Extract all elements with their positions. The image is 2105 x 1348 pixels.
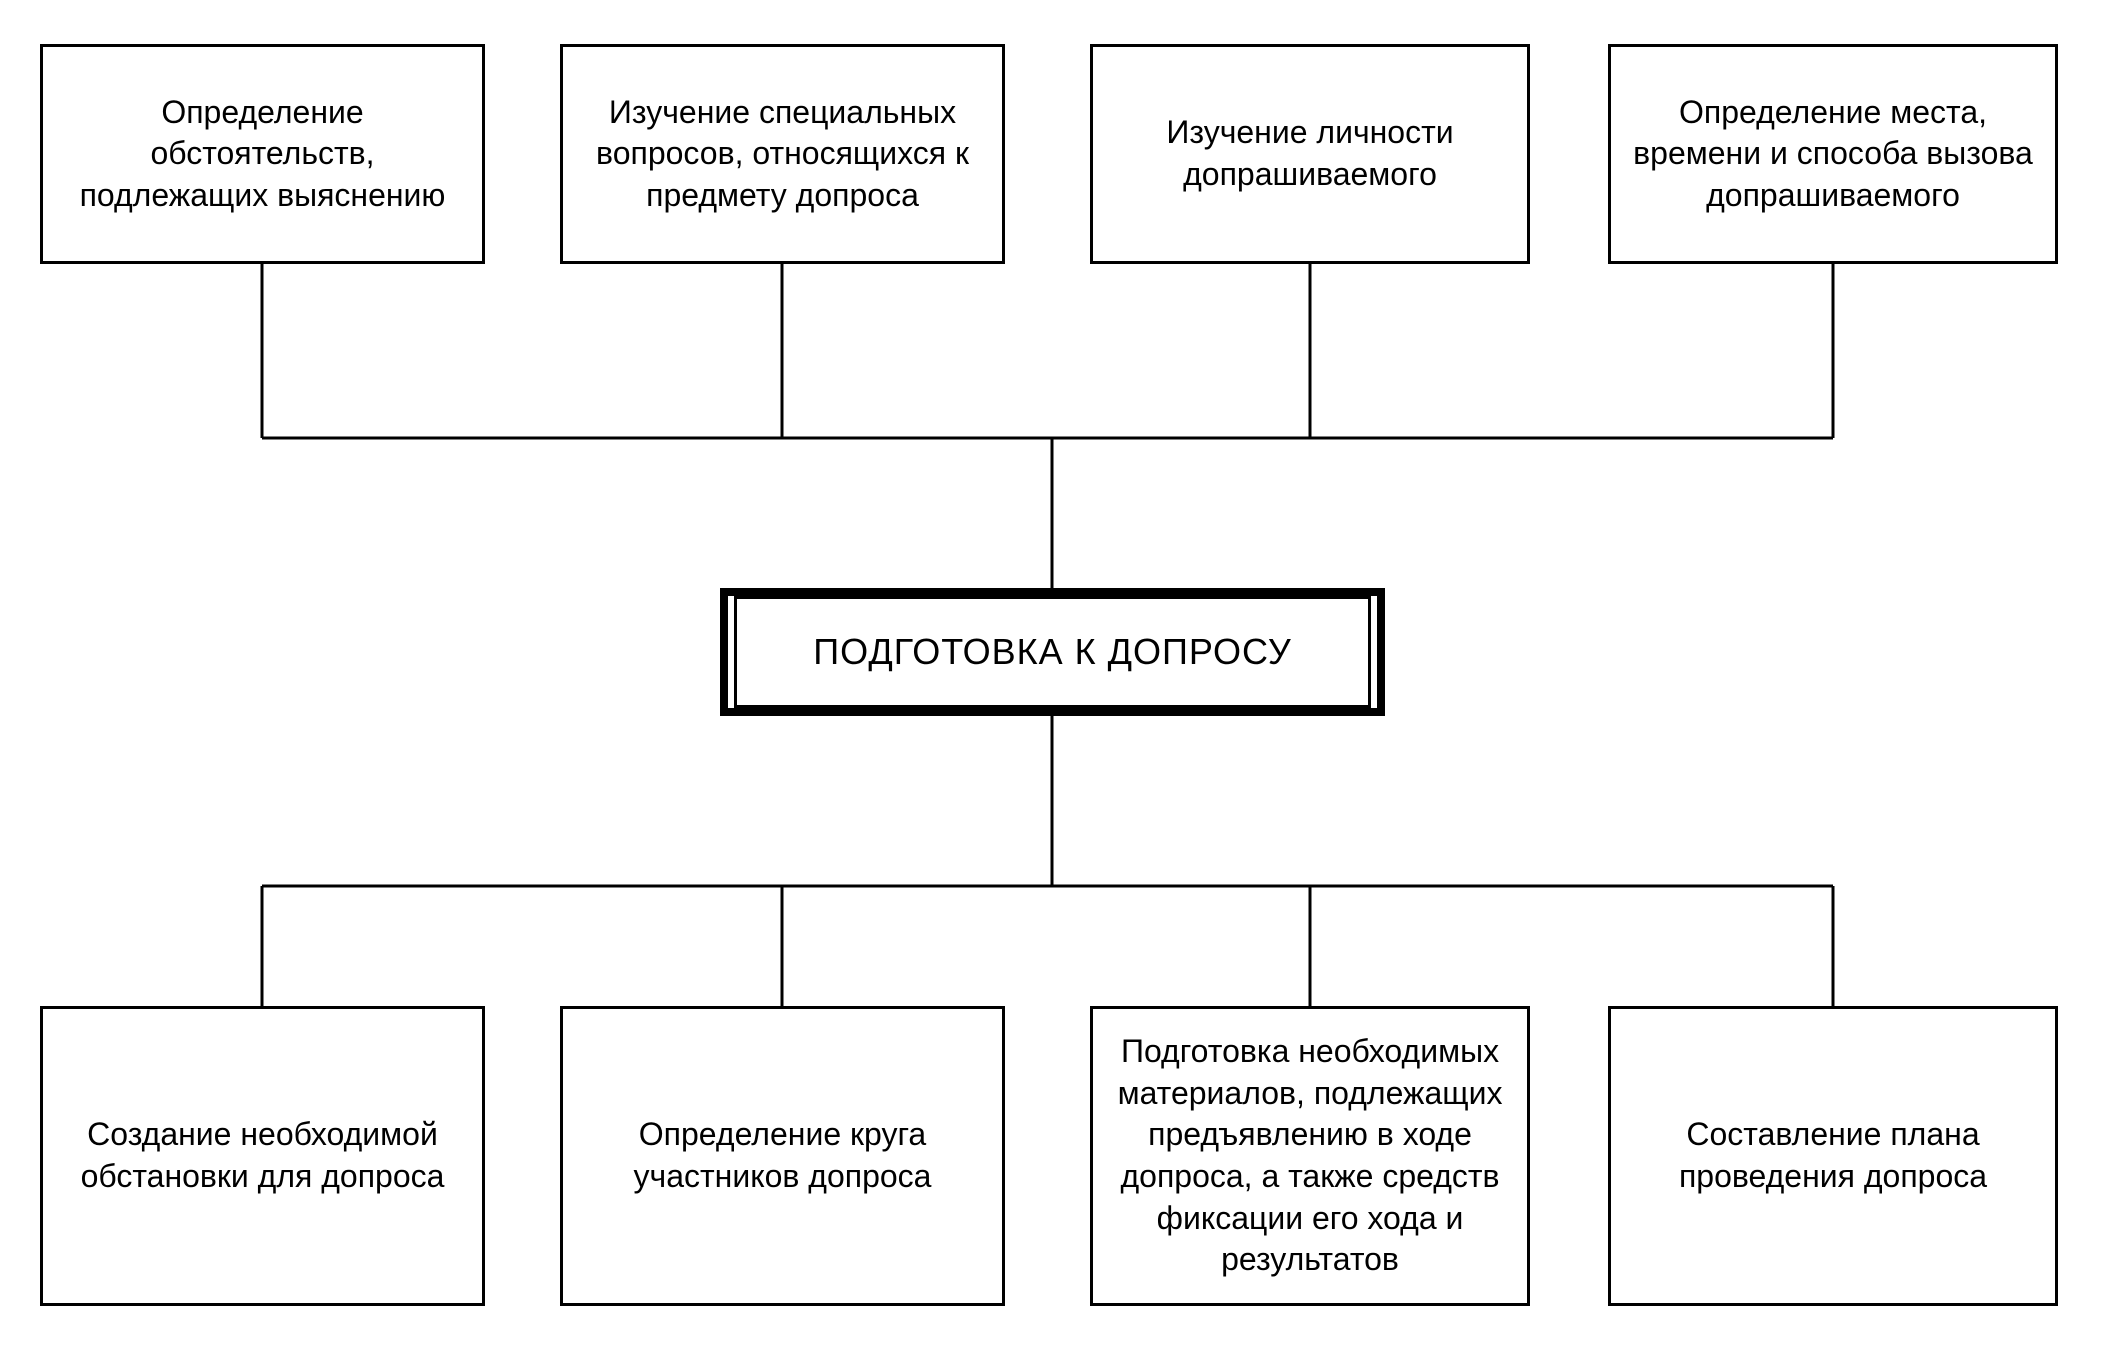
- top-node-3: Изучение личности допрашиваемого: [1090, 44, 1530, 264]
- bottom-node-3: Подготовка необходимых материалов, подле…: [1090, 1006, 1530, 1306]
- top-node-1: Определение обстоятельств, подлежащих вы…: [40, 44, 485, 264]
- top-node-2: Изучение специальных вопросов, относящих…: [560, 44, 1005, 264]
- top-node-2-label: Изучение специальных вопросов, относящих…: [583, 92, 982, 217]
- top-node-4-label: Определение места, времени и способа выз…: [1631, 92, 2035, 217]
- top-node-3-label: Изучение личности допрашиваемого: [1113, 112, 1507, 195]
- top-node-4: Определение места, времени и способа выз…: [1608, 44, 2058, 264]
- bottom-node-4-label: Составление плана проведения допроса: [1631, 1114, 2035, 1197]
- bottom-node-1-label: Создание необходимой обстановки для допр…: [63, 1114, 462, 1197]
- center-node-inner: ПОДГОТОВКА К ДОПРОСУ: [734, 596, 1371, 708]
- center-node-label: ПОДГОТОВКА К ДОПРОСУ: [813, 631, 1291, 673]
- bottom-node-4: Составление плана проведения допроса: [1608, 1006, 2058, 1306]
- bottom-node-2-label: Определение круга участников допроса: [583, 1114, 982, 1197]
- bottom-node-3-label: Подготовка необходимых материалов, подле…: [1113, 1031, 1507, 1281]
- bottom-node-2: Определение круга участников допроса: [560, 1006, 1005, 1306]
- center-node: ПОДГОТОВКА К ДОПРОСУ: [720, 588, 1385, 716]
- bottom-node-1: Создание необходимой обстановки для допр…: [40, 1006, 485, 1306]
- top-node-1-label: Определение обстоятельств, подлежащих вы…: [63, 92, 462, 217]
